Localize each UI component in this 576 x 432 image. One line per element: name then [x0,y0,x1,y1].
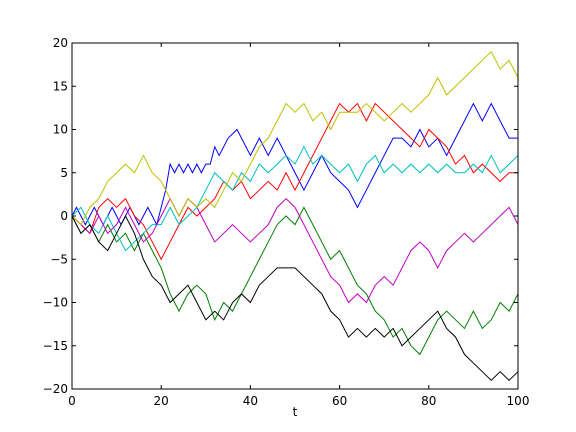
y-tick-label: −15 [43,339,68,353]
plot-frame [71,42,519,390]
y-tick-label: 10 [53,123,68,137]
x-tick-label: 40 [243,394,258,408]
y-tick-label: −20 [43,382,68,396]
series-layer [71,50,519,382]
y-tick-label: 15 [53,79,68,93]
series-line-1 [71,102,518,227]
series-line-5 [71,197,519,304]
y-tick-label: 0 [60,209,68,223]
x-tick-label: 20 [154,394,169,408]
x-tick-label: 80 [421,394,436,408]
y-axis: −20 −15 −10 −5 0 5 10 15 20 [43,36,518,396]
series-line-4 [71,145,519,252]
series-line-7 [71,214,519,382]
y-tick-label: −5 [50,252,68,266]
x-tick-label: 60 [332,394,347,408]
x-tick-label: 100 [507,394,530,408]
series-line-3 [71,102,518,261]
y-tick-label: 5 [60,166,68,180]
y-tick-label: 20 [53,36,68,50]
x-axis: 0 20 40 60 80 100 [68,43,529,408]
x-axis-label: t [293,405,298,419]
series-line-6 [71,50,519,226]
x-tick-label: 0 [68,394,76,408]
y-tick-label: −10 [43,296,68,310]
